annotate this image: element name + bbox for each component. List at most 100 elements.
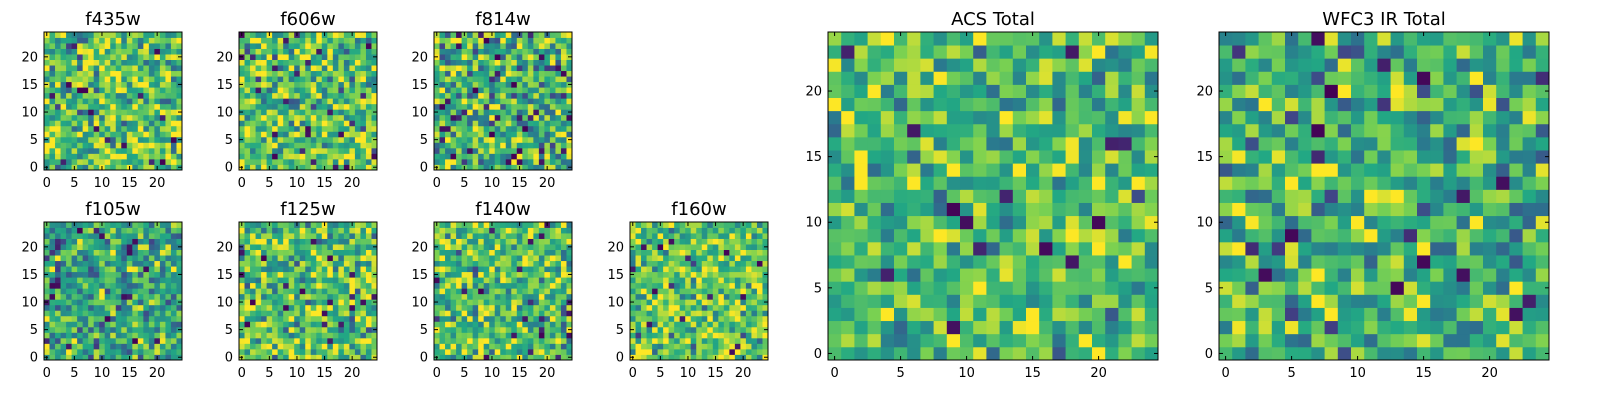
heatmap-cell (250, 114, 256, 121)
heatmap-cell (321, 304, 328, 311)
heatmap-cell (44, 43, 50, 49)
heatmap-cell (99, 54, 106, 60)
heatmap-cell (244, 48, 251, 55)
x-tick-label: 20 (344, 366, 361, 381)
axes-frame (238, 221, 378, 361)
heatmap-cell (66, 164, 72, 171)
heatmap-cell (668, 238, 675, 245)
heatmap-cell (338, 255, 345, 262)
heatmap-cell (445, 332, 451, 339)
heatmap-cell (143, 131, 150, 138)
heatmap-cell (143, 120, 150, 127)
heatmap-cell (66, 125, 72, 132)
heatmap-cell (93, 103, 100, 110)
heatmap-cell (294, 54, 301, 60)
heatmap-cell (77, 142, 84, 149)
heatmap-cell (121, 147, 128, 154)
heatmap-cell (652, 282, 658, 289)
heatmap-cell (277, 288, 284, 295)
heatmap-cell (255, 255, 262, 262)
heatmap-cell (365, 249, 372, 256)
heatmap-cell (71, 299, 78, 306)
heatmap-cell (255, 304, 262, 311)
heatmap-cell (266, 282, 273, 289)
heatmap-cell (77, 43, 84, 49)
heatmap-cell (250, 125, 256, 132)
heatmap-cell (494, 37, 501, 44)
heatmap-cell (137, 277, 144, 284)
heatmap-cell (104, 114, 111, 121)
heatmap-cell (77, 136, 84, 143)
heatmap-cell (434, 238, 440, 245)
heatmap-cell (745, 271, 752, 278)
heatmap-cell (946, 320, 961, 335)
heatmap-cell (115, 103, 122, 110)
heatmap-cell (176, 321, 183, 328)
y-tick-label: 15 (411, 78, 428, 93)
heatmap-cell (663, 227, 670, 234)
heatmap-cell (360, 164, 367, 171)
heatmap-cell (867, 307, 882, 322)
heatmap-cell (44, 332, 50, 339)
heatmap-cell (110, 54, 117, 60)
heatmap-cell (49, 299, 56, 306)
heatmap-cell (560, 70, 567, 77)
heatmap-cell (71, 337, 78, 344)
heatmap-cell (566, 260, 573, 267)
heatmap-cell (511, 103, 518, 110)
heatmap-cell (538, 310, 545, 317)
heatmap-cell (283, 233, 290, 239)
heatmap-cell (44, 343, 50, 350)
heatmap-cell (255, 343, 262, 350)
heatmap-cell (66, 244, 72, 250)
heatmap-cell (657, 255, 664, 262)
heatmap-cell (828, 202, 842, 217)
heatmap-cell (261, 43, 267, 49)
heatmap-cell (549, 277, 556, 284)
heatmap-cell (478, 277, 485, 284)
heatmap-cell (255, 76, 262, 83)
heatmap-cell (338, 304, 345, 311)
heatmap-cell (854, 241, 868, 256)
heatmap-cell (343, 147, 350, 154)
heatmap-cell (250, 43, 256, 49)
heatmap-cell (244, 147, 251, 154)
heatmap-cell (93, 164, 100, 171)
heatmap-cell (126, 70, 133, 77)
heatmap-cell (450, 164, 457, 171)
heatmap-cell (478, 125, 485, 132)
heatmap-cell (321, 348, 328, 355)
heatmap-cell (88, 92, 95, 99)
heatmap-cell (349, 109, 356, 116)
heatmap-cell (472, 131, 479, 138)
heatmap-cell (126, 326, 133, 333)
heatmap-cell (176, 87, 183, 94)
heatmap-cell (751, 310, 758, 317)
heatmap-cell (1131, 346, 1146, 361)
heatmap-cell (946, 281, 961, 295)
heatmap-cell (93, 222, 100, 228)
heatmap-cell (1105, 228, 1119, 243)
heatmap-cell (538, 244, 545, 250)
heatmap-cell (110, 43, 117, 49)
heatmap-cell (71, 348, 78, 355)
heatmap-cell (294, 125, 301, 132)
y-tick-label: 5 (30, 323, 38, 338)
heatmap-cell (478, 282, 485, 289)
heatmap-cell (756, 299, 763, 306)
heatmap-cell (718, 310, 725, 317)
heatmap-cell (478, 238, 485, 245)
heatmap-cell (365, 271, 372, 278)
heatmap-cell (1131, 333, 1146, 348)
heatmap-cell (110, 125, 117, 132)
heatmap-cell (505, 54, 512, 60)
heatmap-cell (66, 255, 72, 262)
heatmap-cell (60, 343, 67, 350)
heatmap-cell (244, 131, 251, 138)
heatmap-cell (338, 282, 345, 289)
heatmap-cell (60, 255, 67, 262)
heatmap-cell (527, 131, 534, 138)
heatmap-cell (354, 125, 361, 132)
heatmap-cell (641, 266, 647, 273)
heatmap-cell (880, 176, 895, 190)
